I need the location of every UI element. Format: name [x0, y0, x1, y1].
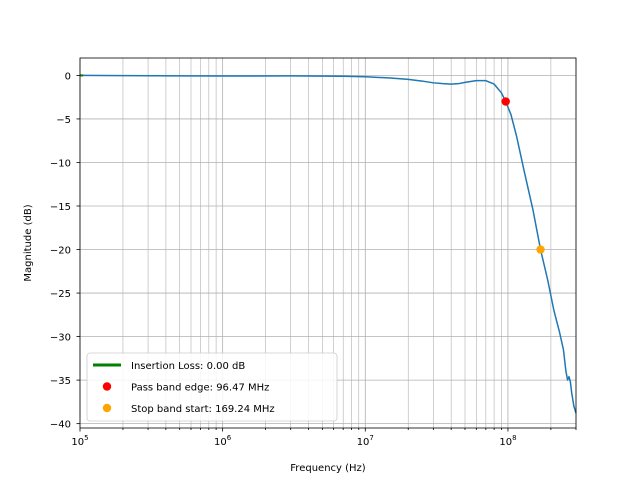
y-tick-label: −5 — [56, 115, 71, 126]
legend-entry-label: Insertion Loss: 0.00 dB — [131, 361, 245, 372]
legend-entry-label: Pass band edge: 96.47 MHz — [131, 383, 269, 394]
x-tick-label: 107 — [357, 434, 374, 448]
legend-swatch-marker — [102, 382, 112, 391]
marker-point — [501, 97, 510, 106]
y-tick-label: 0 — [65, 71, 71, 82]
x-axis-label: Frequency (Hz) — [290, 463, 366, 474]
legend-box — [86, 352, 338, 422]
y-axis-label: Magnitude (dB) — [23, 204, 34, 281]
legend: Insertion Loss: 0.00 dB Pass band edge: 9… — [86, 352, 338, 422]
y-tick-label: −40 — [50, 420, 71, 431]
legend-swatch-marker — [102, 403, 112, 413]
y-tick-label: −30 — [50, 333, 71, 344]
y-tick-label: −20 — [50, 246, 71, 257]
y-tick-label: −35 — [50, 376, 71, 387]
series-line — [79, 74, 577, 414]
x-tick-label: 106 — [214, 434, 232, 448]
y-tick-label: −10 — [50, 158, 71, 169]
y-tick-label: −25 — [50, 289, 71, 300]
y-ticks: 0 −5 −10 −15 −20 −25 −30 −35 −40 — [50, 71, 80, 431]
x-tick-label: 108 — [499, 434, 516, 448]
x-tick-label: 105 — [71, 434, 88, 448]
y-tick-label: −15 — [50, 202, 71, 213]
axes-frame — [79, 57, 577, 429]
x-ticks: 105 106 107 108 — [71, 428, 577, 448]
legend-entry-label: Stop band start: 169.24 MHz — [131, 404, 275, 415]
marker-point — [536, 245, 545, 254]
